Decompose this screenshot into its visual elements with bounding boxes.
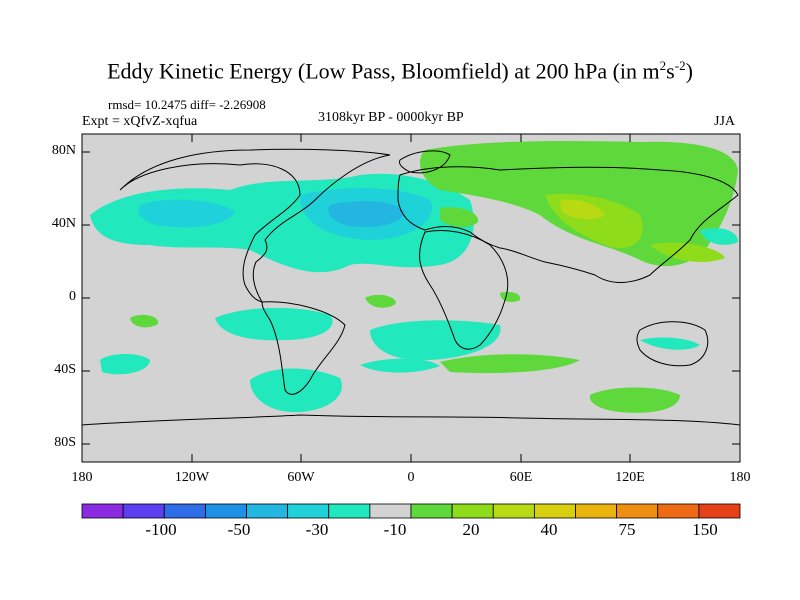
anomaly-south-australia-positive	[589, 387, 680, 413]
colorbar-tick-label: 75	[618, 520, 636, 539]
x-tick-label: 120W	[174, 470, 210, 485]
colorbar-swatch	[204, 503, 247, 519]
colorbar	[81, 503, 741, 519]
colorbar-swatch	[410, 503, 453, 519]
anomaly-pacific-positive	[130, 314, 159, 328]
y-tick-label: 80N	[51, 143, 76, 158]
greenland-outline	[399, 150, 451, 174]
x-tick-label: 60W	[287, 470, 315, 485]
stats-line: rmsd= 10.2475 diff= -2.26908	[108, 97, 266, 112]
experiment-label: Expt = xQfvZ-xqfua	[82, 114, 198, 129]
y-tick-marks	[82, 151, 740, 445]
season-label: JJA	[714, 114, 736, 129]
colorbar-swatch	[369, 503, 412, 519]
coastlines	[81, 148, 741, 426]
colorbar-tick-label: 150	[692, 520, 718, 539]
x-tick-label: 60E	[509, 470, 533, 485]
map-title: Eddy Kinetic Energy (Low Pass, Bloomfiel…	[107, 58, 693, 84]
anomaly-north-pacific-mid	[138, 199, 235, 228]
anomaly-south-atlantic-negative	[370, 320, 501, 361]
y-tick-label: 80S	[54, 435, 76, 450]
anomaly-south-america-negative	[250, 368, 342, 413]
colorbar-swatch	[492, 503, 535, 519]
colorbar-swatch	[616, 503, 659, 519]
colorbar-tick-label: 40	[540, 520, 558, 539]
anomaly-mediterranean-positive	[440, 207, 479, 228]
colorbar-swatch	[328, 503, 371, 519]
anomaly-asia-strong	[560, 199, 605, 220]
anomaly-south-atlantic-small	[360, 358, 440, 373]
x-tick-label: 180	[729, 470, 751, 485]
anomaly-north-pacific-east-negative	[700, 228, 738, 245]
colorbar-swatch	[657, 503, 700, 519]
y-tick-label: 40N	[51, 216, 76, 231]
colorbar-swatch	[246, 503, 289, 519]
colorbar-tick-label: -50	[227, 520, 251, 539]
anomaly-field	[90, 140, 738, 413]
colorbar-swatch	[81, 503, 124, 519]
colorbar-swatch	[287, 503, 330, 519]
colorbar-tick-label: -100	[145, 520, 177, 539]
australia-outline	[636, 321, 709, 367]
x-tick-label: 180	[71, 470, 93, 485]
north-america-outline	[119, 148, 391, 303]
x-tick-marks	[81, 134, 741, 462]
anomaly-tropical-atlantic-positive	[365, 294, 396, 308]
anomaly-southwest-pacific-negative	[100, 354, 150, 375]
colorbar-swatch	[575, 503, 618, 519]
anomaly-south-pacific-negative	[215, 307, 333, 341]
y-tick-label: 40S	[54, 362, 76, 377]
colorbar-swatch	[122, 503, 165, 519]
colorbar-tick-label: 20	[462, 520, 480, 539]
colorbar-swatch	[163, 503, 206, 519]
colorbar-tick-label: -10	[383, 520, 407, 539]
colorbar-swatch	[451, 503, 494, 519]
period-label: 3108kyr BP - 0000kyr BP	[318, 110, 464, 125]
y-tick-label: 0	[69, 289, 76, 304]
south-america-outline	[261, 301, 346, 395]
anomaly-japan-positive	[650, 242, 725, 262]
antarctica-outline	[81, 414, 741, 426]
anomaly-north-atlantic-strong	[328, 200, 405, 228]
colorbar-tick-label: -30	[305, 520, 329, 539]
anomaly-southern-indian-positive	[440, 354, 580, 374]
colorbar-swatch	[533, 503, 576, 519]
colorbar-swatch	[698, 503, 741, 519]
x-tick-label: 120E	[615, 470, 645, 485]
africa-outline	[419, 230, 509, 350]
x-tick-label: 0	[407, 470, 415, 485]
eurasia-outline	[397, 166, 739, 283]
anomaly-australia-negative	[640, 337, 700, 350]
